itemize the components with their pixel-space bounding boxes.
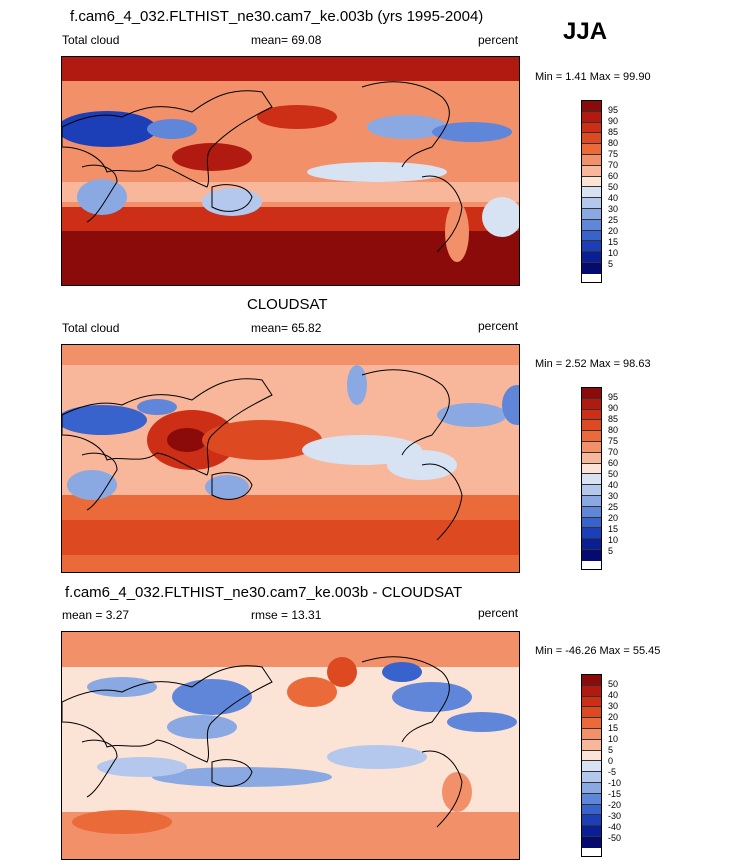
- panel1-level-label: 20: [608, 226, 619, 236]
- panel2-level-label: 75: [608, 436, 619, 446]
- panel3-units: percent: [478, 606, 519, 620]
- panel2-level-label: 5: [608, 546, 614, 556]
- panel3-level-label: 15: [608, 723, 619, 733]
- panel3-colorbar: [581, 674, 602, 857]
- panel1-title: f.cam6_4_032.FLTHIST_ne30.cam7_ke.003b (…: [70, 8, 484, 25]
- panel3-level-label: 50: [608, 679, 619, 689]
- panel3-level-label: -5: [608, 767, 617, 777]
- panel1-level-label: 90: [608, 116, 619, 126]
- panel1-units: percent: [478, 33, 519, 47]
- panel3-level-label: 10: [608, 734, 619, 744]
- panel2-level-label: 25: [608, 502, 619, 512]
- panel1-minmax: Min = 1.41 Max = 99.90: [535, 71, 651, 83]
- panel2-level-label: 15: [608, 524, 619, 534]
- panel1-level-label: 75: [608, 149, 619, 159]
- panel2-map: [61, 344, 520, 573]
- panel2-level-label: 70: [608, 447, 619, 457]
- panel2-level-label: 20: [608, 513, 619, 523]
- panel3-title: f.cam6_4_032.FLTHIST_ne30.cam7_ke.003b -…: [65, 584, 463, 601]
- panel2-mean-label: mean= 65.82: [251, 321, 322, 335]
- panel2-level-label: 30: [608, 491, 619, 501]
- panel3-level-label: 30: [608, 701, 619, 711]
- panel3-level-label: 40: [608, 690, 619, 700]
- panel1-level-label: 80: [608, 138, 619, 148]
- panel1-level-label: 50: [608, 182, 619, 192]
- panel1-level-label: 25: [608, 215, 619, 225]
- panel3-level-label: 20: [608, 712, 619, 722]
- panel1-level-label: 60: [608, 171, 619, 181]
- panel1-left-label: Total cloud: [62, 33, 120, 47]
- panel2-level-label: 90: [608, 403, 619, 413]
- panel1-colorbar: [581, 100, 602, 283]
- panel2-units: percent: [478, 319, 519, 333]
- panel2-left-label: Total cloud: [62, 321, 120, 335]
- panel2-level-label: 85: [608, 414, 619, 424]
- panel1-level-label: 30: [608, 204, 619, 214]
- panel3-minmax: Min = -46.26 Max = 55.45: [535, 645, 661, 657]
- panel1-level-label: 70: [608, 160, 619, 170]
- panel2-colorbar: [581, 387, 602, 570]
- panel3-rmse-label: rmse = 13.31: [251, 608, 322, 622]
- panel3-level-label: -15: [608, 789, 622, 799]
- panel1-level-label: 15: [608, 237, 619, 247]
- panel1-level-label: 5: [608, 259, 614, 269]
- panel1-level-label: 85: [608, 127, 619, 137]
- panel1-level-label: 95: [608, 105, 619, 115]
- panel2-level-label: 40: [608, 480, 619, 490]
- season-label: JJA: [563, 18, 608, 45]
- panel3-level-label: -30: [608, 811, 622, 821]
- panel2-minmax: Min = 2.52 Max = 98.63: [535, 358, 651, 370]
- panel1-level-label: 10: [608, 248, 619, 258]
- panel1-map: [61, 56, 520, 286]
- panel2-level-label: 80: [608, 425, 619, 435]
- panel1-mean-label: mean= 69.08: [251, 33, 322, 47]
- panel3-level-label: -40: [608, 822, 622, 832]
- panel2-level-label: 50: [608, 469, 619, 479]
- panel2-level-label: 10: [608, 535, 619, 545]
- panel3-mean-label: mean = 3.27: [62, 608, 130, 622]
- panel2-level-label: 95: [608, 392, 619, 402]
- panel3-map: [61, 631, 520, 860]
- panel3-level-label: 0: [608, 756, 614, 766]
- panel3-level-label: 5: [608, 745, 614, 755]
- panel3-level-label: -10: [608, 778, 622, 788]
- panel2-title: CLOUDSAT: [247, 296, 328, 313]
- panel1-level-label: 40: [608, 193, 619, 203]
- panel2-level-label: 60: [608, 458, 619, 468]
- panel3-level-label: -50: [608, 833, 622, 843]
- panel3-level-label: -20: [608, 800, 622, 810]
